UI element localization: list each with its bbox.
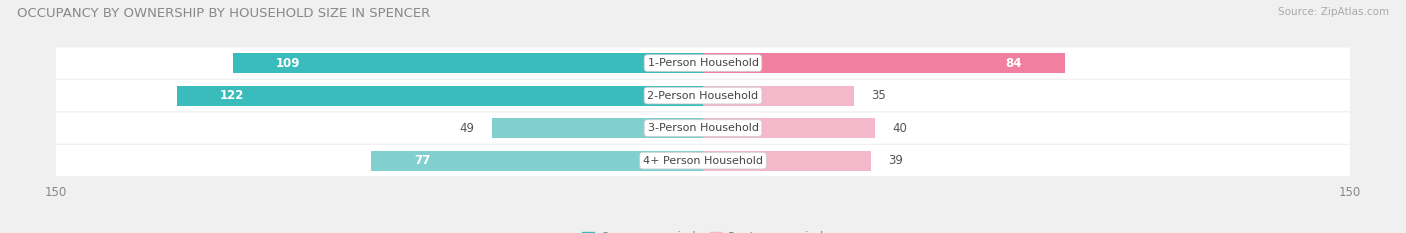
Bar [703, 151, 872, 171]
Text: 122: 122 [221, 89, 245, 102]
Text: 39: 39 [889, 154, 903, 167]
FancyBboxPatch shape [52, 80, 1354, 111]
Text: 4+ Person Household: 4+ Person Household [643, 156, 763, 166]
Text: 40: 40 [893, 122, 908, 135]
Text: Source: ZipAtlas.com: Source: ZipAtlas.com [1278, 7, 1389, 17]
Bar [371, 151, 703, 171]
Bar [233, 53, 703, 73]
Bar [703, 86, 853, 106]
Legend: Owner-occupied, Renter-occupied: Owner-occupied, Renter-occupied [578, 226, 828, 233]
Text: 84: 84 [1005, 57, 1022, 70]
Bar [177, 86, 703, 106]
Text: OCCUPANCY BY OWNERSHIP BY HOUSEHOLD SIZE IN SPENCER: OCCUPANCY BY OWNERSHIP BY HOUSEHOLD SIZE… [17, 7, 430, 20]
Text: 3-Person Household: 3-Person Household [648, 123, 758, 133]
Bar [492, 118, 703, 138]
Text: 2-Person Household: 2-Person Household [647, 91, 759, 101]
Text: 109: 109 [276, 57, 301, 70]
Bar [703, 53, 1066, 73]
Text: 1-Person Household: 1-Person Household [648, 58, 758, 68]
Text: 49: 49 [460, 122, 474, 135]
FancyBboxPatch shape [52, 48, 1354, 79]
FancyBboxPatch shape [52, 145, 1354, 176]
Text: 77: 77 [415, 154, 430, 167]
Bar [703, 118, 876, 138]
FancyBboxPatch shape [52, 113, 1354, 144]
Text: 35: 35 [872, 89, 886, 102]
